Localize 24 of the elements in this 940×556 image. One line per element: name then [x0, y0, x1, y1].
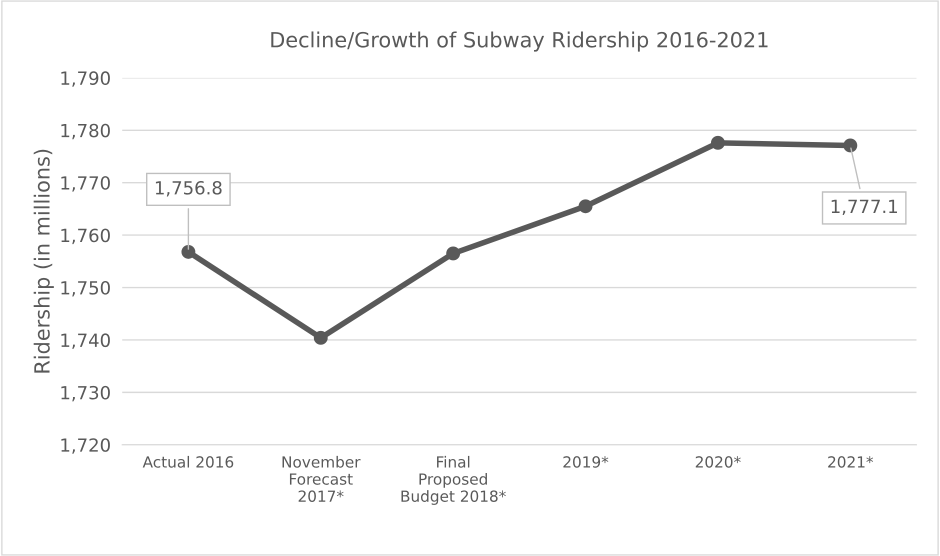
point: [843, 138, 858, 152]
x-tick-label: 2019*: [563, 456, 608, 468]
y-tick-label: 1,760: [61, 228, 110, 244]
x-tick-label: November Forecast 2017*: [282, 456, 361, 502]
y-tick-label: 1,750: [61, 280, 110, 296]
y-tick-label: 1,770: [61, 176, 110, 192]
y-tick-label: 1,790: [61, 71, 110, 87]
y-tick-label: 1,780: [61, 124, 110, 140]
y-tick-label: 1,720: [61, 438, 110, 454]
point: [181, 244, 196, 259]
point: [710, 136, 725, 150]
y-tick-label: 1,730: [61, 386, 110, 402]
point: [578, 199, 592, 214]
point: [314, 330, 328, 345]
y-axis-title: Ridership (in millions): [34, 150, 54, 373]
chart-title: Decline/Growth of Subway Ridership 2016-2021: [271, 31, 768, 52]
annotation: 1,756.8: [156, 180, 222, 196]
point: [446, 246, 460, 260]
x-tick-label: Final Proposed Budget 2018*: [401, 456, 506, 505]
annotation: 1,777.1: [832, 200, 897, 216]
x-tick-label: 2021*: [828, 456, 874, 468]
x-tick-label: 2020*: [696, 456, 741, 468]
x-tick-label: Actual 2016: [142, 456, 234, 468]
y-tick-label: 1,740: [61, 333, 110, 349]
